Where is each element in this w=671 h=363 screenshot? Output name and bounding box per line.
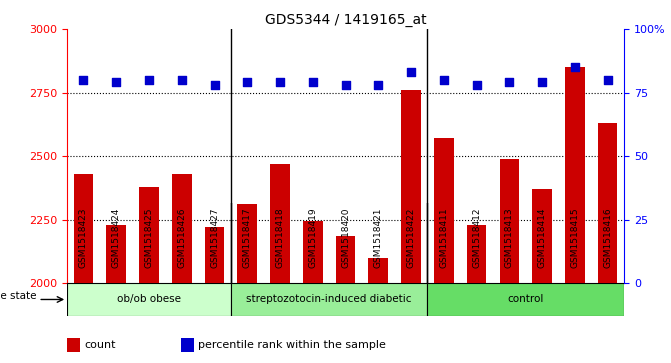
Bar [67,283,231,316]
Text: GSM1518416: GSM1518416 [603,207,612,268]
Bar [565,67,584,283]
Text: GSM1518414: GSM1518414 [537,207,547,268]
Bar [427,283,624,316]
Text: percentile rank within the sample: percentile rank within the sample [199,340,386,350]
Bar [172,174,192,283]
Title: GDS5344 / 1419165_at: GDS5344 / 1419165_at [265,13,426,26]
Bar [139,187,159,283]
Text: GSM1518421: GSM1518421 [374,207,383,268]
Bar [598,123,617,283]
Point [471,82,482,88]
Point [78,77,89,83]
Text: GSM1518422: GSM1518422 [407,207,415,268]
Point [406,69,417,75]
Text: GSM1518426: GSM1518426 [177,207,187,268]
Text: GSM1518427: GSM1518427 [210,207,219,268]
Text: GSM1518417: GSM1518417 [243,207,252,268]
Point [176,77,187,83]
Point [242,79,253,85]
Bar [499,159,519,283]
Text: GSM1518424: GSM1518424 [112,207,121,268]
Text: GSM1518411: GSM1518411 [440,207,448,268]
Bar [270,164,290,283]
Point [274,79,285,85]
Point [144,77,154,83]
Point [504,79,515,85]
Bar [181,338,194,352]
Text: GSM1518413: GSM1518413 [505,207,514,268]
Point [373,82,384,88]
Bar [467,225,486,283]
Bar [434,138,454,283]
Bar [238,204,257,283]
Point [603,77,613,83]
Point [111,79,121,85]
Bar [205,227,224,283]
Bar [74,174,93,283]
Bar [368,258,388,283]
Text: GSM1518415: GSM1518415 [570,207,579,268]
Text: GSM1518420: GSM1518420 [341,207,350,268]
Text: GSM1518412: GSM1518412 [472,207,481,268]
Bar [231,283,427,316]
Text: GSM1518419: GSM1518419 [308,207,317,268]
Text: GSM1518425: GSM1518425 [144,207,154,268]
Bar [532,189,552,283]
Text: count: count [85,340,115,350]
Text: GSM1518418: GSM1518418 [276,207,285,268]
Text: GSM1518423: GSM1518423 [79,207,88,268]
Text: control: control [507,294,544,305]
Text: streptozotocin-induced diabetic: streptozotocin-induced diabetic [246,294,412,305]
Text: disease state: disease state [0,290,37,301]
Point [340,82,351,88]
Point [537,79,548,85]
Point [209,82,220,88]
Bar [67,338,80,352]
Bar [401,90,421,283]
Point [307,79,318,85]
Point [570,64,580,70]
Bar [336,236,356,283]
Bar [107,225,126,283]
Point [438,77,449,83]
Text: ob/ob obese: ob/ob obese [117,294,181,305]
Bar [303,221,323,283]
